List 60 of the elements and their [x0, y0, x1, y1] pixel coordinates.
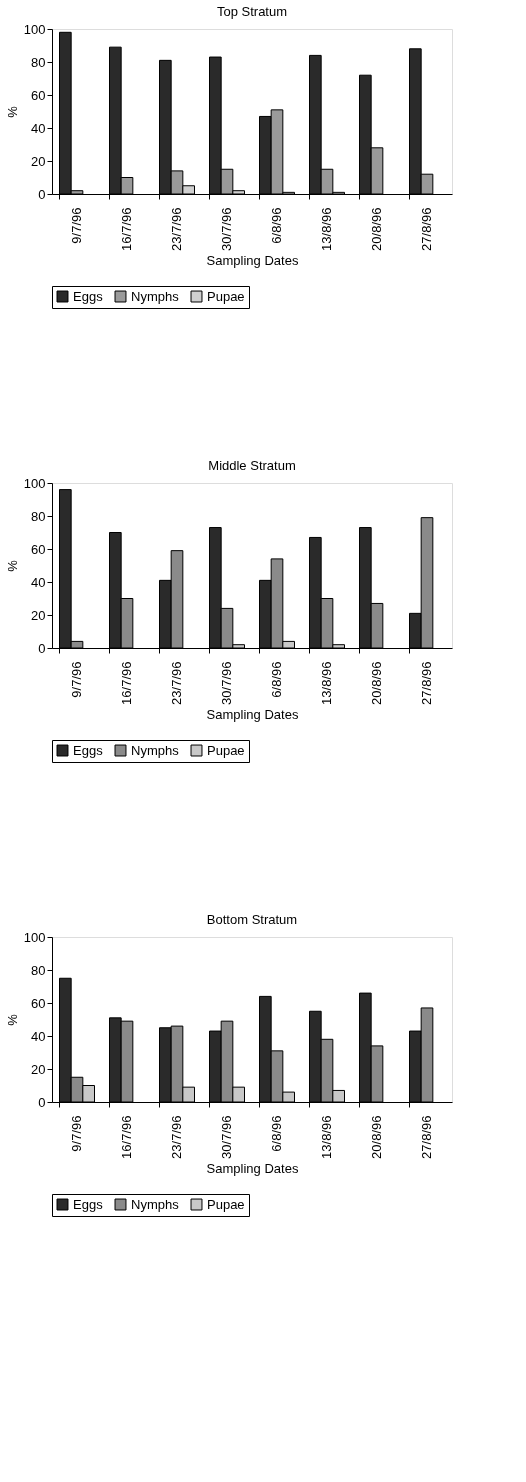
x-tick-label: 16/7/96	[119, 207, 134, 251]
chart-title: Top Stratum	[216, 4, 288, 19]
y-tick-label: 100	[23, 21, 46, 37]
x-tick-label: 20/8/96	[369, 661, 384, 705]
x-tick-label: 16/7/96	[119, 661, 134, 705]
y-tick-label: 60	[31, 541, 46, 557]
x-tick-label: 9/7/96	[69, 661, 84, 698]
y-tick-label: 0	[38, 640, 46, 656]
y-tick-label: 0	[38, 1094, 46, 1110]
legend-label: Eggs	[73, 1196, 104, 1212]
legend-label: Nymphs	[131, 742, 180, 758]
legend-label: Nymphs	[131, 288, 180, 304]
x-tick-label: 13/8/96	[319, 1115, 334, 1159]
y-tick-label: 100	[23, 929, 46, 945]
x-tick-label: 20/8/96	[369, 207, 384, 251]
legend-label: Pupae	[207, 1196, 245, 1212]
x-tick-label: 30/7/96	[219, 661, 234, 705]
x-tick-label: 6/8/96	[269, 661, 284, 698]
y-tick-label: 40	[31, 1028, 46, 1044]
legend-label: Pupae	[207, 742, 245, 758]
legend-label: Eggs	[73, 288, 104, 304]
y-tick-label: 20	[31, 153, 46, 169]
y-axis-title: %	[4, 559, 20, 572]
y-tick-label: 60	[31, 87, 46, 103]
x-tick-label: 6/8/96	[269, 1115, 284, 1152]
x-tick-label: 20/8/96	[369, 1115, 384, 1159]
x-tick-label: 27/8/96	[419, 207, 434, 251]
legend-label: Nymphs	[131, 1196, 180, 1212]
legend-label: Pupae	[207, 288, 245, 304]
y-tick-label: 80	[31, 54, 46, 70]
y-tick-label: 40	[31, 574, 46, 590]
x-tick-label: 23/7/96	[169, 661, 184, 705]
y-tick-label: 40	[31, 120, 46, 136]
x-tick-label: 9/7/96	[69, 207, 84, 244]
y-tick-label: 0	[38, 186, 46, 202]
x-tick-label: 30/7/96	[219, 207, 234, 251]
y-tick-label: 20	[31, 607, 46, 623]
x-tick-label: 23/7/96	[169, 207, 184, 251]
legend-label: Eggs	[73, 742, 104, 758]
x-tick-label: 27/8/96	[419, 661, 434, 705]
chart-title: Bottom Stratum	[206, 912, 298, 927]
x-tick-label: 16/7/96	[119, 1115, 134, 1159]
y-tick-label: 80	[31, 962, 46, 978]
y-tick-label: 100	[23, 475, 46, 491]
x-tick-label: 30/7/96	[219, 1115, 234, 1159]
x-axis-title: Sampling Dates	[206, 1160, 299, 1176]
x-tick-label: 13/8/96	[319, 207, 334, 251]
x-tick-label: 23/7/96	[169, 1115, 184, 1159]
y-tick-label: 80	[31, 508, 46, 524]
x-axis-title: Sampling Dates	[206, 252, 299, 268]
y-axis-title: %	[4, 1013, 20, 1026]
x-axis-title: Sampling Dates	[206, 706, 299, 722]
x-tick-label: 9/7/96	[69, 1115, 84, 1152]
x-tick-label: 6/8/96	[269, 207, 284, 244]
x-tick-label: 13/8/96	[319, 661, 334, 705]
y-axis-title: %	[4, 105, 20, 118]
y-tick-label: 60	[31, 995, 46, 1011]
chart-title: Middle Stratum	[208, 458, 296, 473]
y-tick-label: 20	[31, 1061, 46, 1077]
x-tick-label: 27/8/96	[419, 1115, 434, 1159]
